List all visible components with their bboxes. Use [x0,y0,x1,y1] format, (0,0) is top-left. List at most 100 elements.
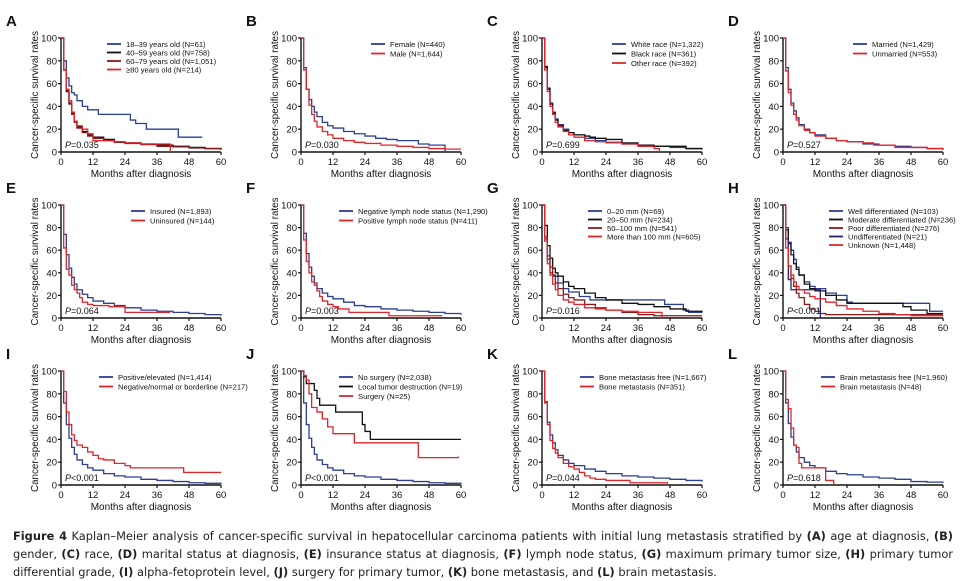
caption-label: Figure 4 [13,529,68,543]
x-tick-label: 48 [665,157,676,168]
caption-panel-ref: (C) [61,547,81,561]
x-tick-label: 60 [456,323,467,334]
y-tick-label: 100 [763,34,779,45]
y-tick-label: 80 [46,223,57,234]
x-tick-label: 48 [184,323,195,334]
km-curve [783,204,943,315]
y-tick-label: 60 [286,79,297,90]
panel-letter: A [6,13,17,30]
km-curve [542,37,660,152]
km-curve [542,204,663,318]
legend-label: Undifferentiated (N=21) [848,233,927,242]
legend-label: 50–100 mm (N=541) [607,224,677,233]
x-tick-label: 60 [938,490,949,501]
x-tick-label: 60 [216,323,227,334]
y-tick-label: 40 [46,268,57,279]
y-tick-label: 0 [292,148,297,159]
caption-panel-ref: (K) [447,565,468,579]
x-tick-label: 60 [938,323,949,334]
legend-label: Local tumor destruction (N=19) [358,383,463,392]
legend-label: Other race (N=392) [631,59,697,68]
p-value-label: P=0.044 [546,473,580,483]
y-tick-label: 60 [768,79,779,90]
x-tick-label: 60 [938,157,949,168]
x-tick-label: 0 [58,157,63,168]
caption-text: brain metastasis. [614,565,717,579]
panel-letter: C [487,13,498,30]
x-axis-label: Months after diagnosis [331,335,432,346]
km-curve [301,370,462,484]
x-tick-label: 36 [152,323,163,334]
legend-label: Unmarried (N=553) [872,50,938,59]
km-curve [61,370,222,484]
y-tick-label: 40 [286,268,297,279]
km-curve [783,204,943,317]
y-tick-label: 40 [46,435,57,446]
caption-text: gender, [13,547,62,561]
y-axis-label: Cancer-specific survival rates [30,31,41,159]
caption-panel-ref: (L) [597,565,615,579]
x-axis-label: Months after diagnosis [331,502,432,513]
caption-text: bone metastasis, and [467,565,598,579]
caption-panel-ref: (G) [641,547,662,561]
x-axis-label: Months after diagnosis [91,335,192,346]
y-tick-label: 60 [768,412,779,423]
x-tick-label: 60 [697,157,708,168]
x-tick-label: 24 [120,157,131,168]
legend-label: White race (N=1,322) [631,40,704,49]
p-value-label: P=0.035 [65,140,99,150]
x-tick-label: 24 [360,323,371,334]
x-tick-label: 24 [601,323,612,334]
x-tick-label: 24 [120,490,131,501]
y-tick-label: 0 [533,481,538,492]
km-curve [783,37,944,150]
panel-letter: I [6,346,10,363]
y-tick-label: 20 [768,291,779,302]
x-tick-label: 48 [906,323,917,334]
y-tick-label: 40 [46,102,57,113]
y-axis-label: Cancer-specific survival rates [511,197,522,325]
y-tick-label: 40 [527,102,538,113]
x-tick-label: 36 [392,490,403,501]
x-tick-label: 48 [906,490,917,501]
panel-letter: B [246,13,257,30]
x-tick-label: 0 [539,157,544,168]
caption-text: alpha-fetoprotein level, [133,565,274,579]
km-curve [61,370,221,474]
x-tick-label: 0 [298,490,303,501]
x-tick-label: 36 [152,490,163,501]
y-tick-label: 20 [527,125,538,136]
y-tick-label: 100 [522,34,538,45]
y-axis-label: Cancer-specific survival rates [270,197,281,325]
km-curve [542,204,702,313]
y-tick-label: 0 [52,481,57,492]
km-chart-e: E 0 20 40 60 80 100 0 12 24 36 48 60 Months after dia… [6,180,227,346]
km-chart-h: H 0 20 40 60 80 100 0 12 24 36 48 60 Months after dia… [728,180,956,346]
y-tick-label: 80 [286,223,297,234]
km-curve [542,370,668,485]
x-tick-label: 24 [842,323,853,334]
p-value-label: P=0.699 [546,140,580,150]
y-tick-label: 80 [527,56,538,67]
y-axis-label: Cancer-specific survival rates [511,31,522,159]
y-tick-label: 40 [768,102,779,113]
y-tick-label: 20 [527,291,538,302]
x-tick-label: 0 [539,323,544,334]
legend-label: More than 100 mm (N=605) [607,233,701,242]
y-tick-label: 60 [46,246,57,257]
x-tick-label: 12 [569,323,580,334]
y-tick-label: 20 [527,458,538,469]
y-tick-label: 60 [286,246,297,257]
x-tick-label: 24 [120,323,131,334]
x-tick-label: 36 [633,490,644,501]
panel-letter: F [246,180,255,197]
p-value-label: P=0.030 [305,140,339,150]
x-tick-label: 12 [810,157,821,168]
legend-label: Insured (N=1,893) [150,207,212,216]
y-tick-label: 20 [286,125,297,136]
y-tick-label: 100 [281,34,297,45]
y-tick-label: 60 [527,246,538,257]
y-axis-label: Cancer-specific survival rates [270,364,281,492]
x-tick-label: 24 [842,490,853,501]
km-chart-a: A 0 20 40 60 80 100 0 12 24 36 48 60 Months after dia… [6,13,226,180]
